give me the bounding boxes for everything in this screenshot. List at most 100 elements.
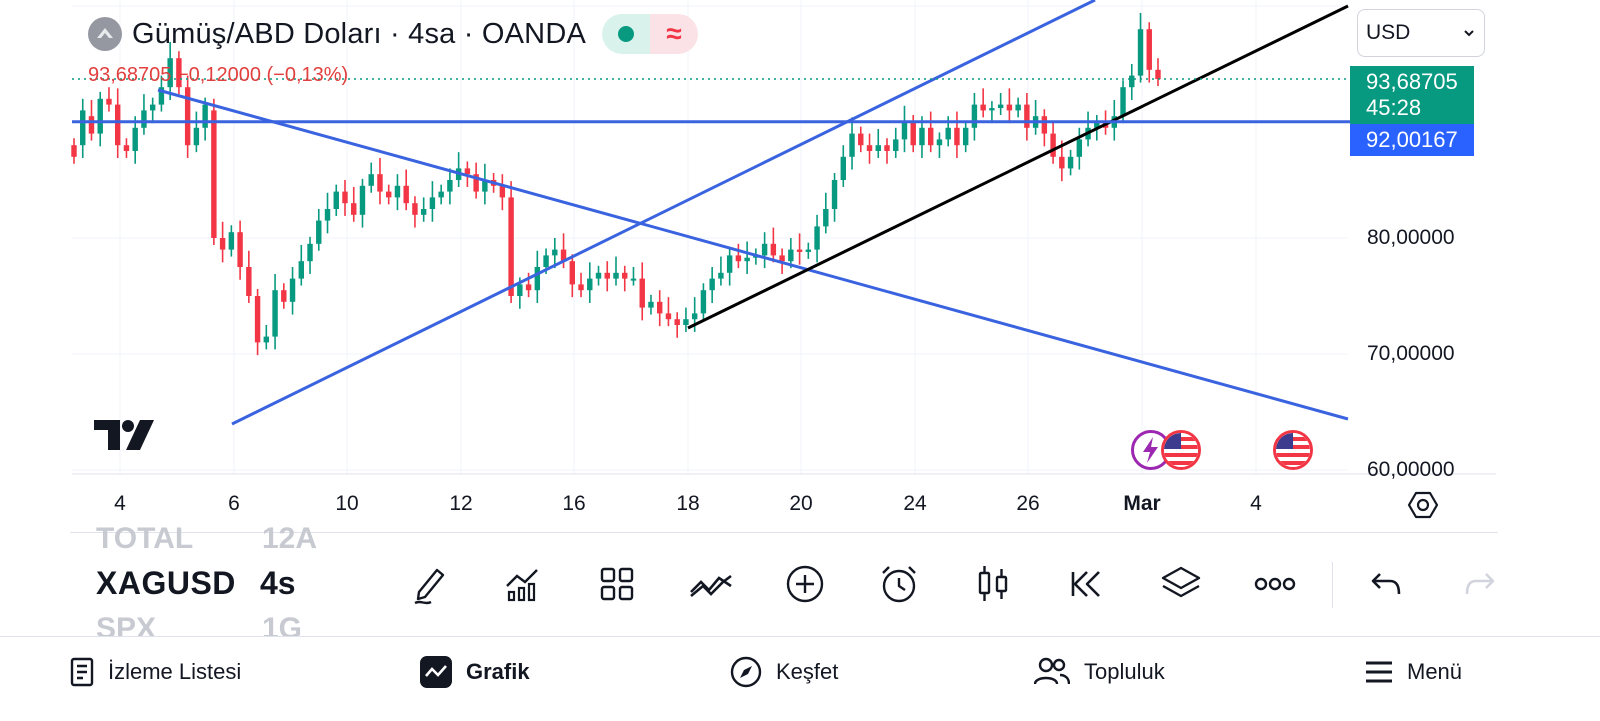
us-flag-event-icon[interactable] xyxy=(1273,430,1313,470)
price-chart[interactable] xyxy=(0,0,1600,540)
candle-body xyxy=(132,127,138,151)
ghost-tf-above: 12A xyxy=(262,522,318,555)
nav-menu[interactable]: Menü xyxy=(1365,637,1462,707)
replay-button[interactable] xyxy=(1063,560,1111,608)
candle-body xyxy=(1015,104,1021,111)
candle-body xyxy=(517,284,523,296)
candle-body xyxy=(805,249,812,252)
chevron-down-icon xyxy=(1464,30,1474,37)
x-tick: 10 xyxy=(335,492,359,515)
status-pill[interactable]: ≈ xyxy=(602,14,698,54)
candle-body xyxy=(1129,75,1135,88)
symbol-header[interactable]: Gümüş/ABD Doları · 4sa · OANDA ≈ xyxy=(88,14,698,54)
y-tick: 70,00000 xyxy=(1367,342,1455,365)
add-button[interactable] xyxy=(781,560,829,608)
indicators-button[interactable] xyxy=(499,560,547,608)
candle-body xyxy=(761,243,768,256)
candle-body xyxy=(193,127,200,146)
y-tick: 80,00000 xyxy=(1367,226,1455,249)
candle-body xyxy=(307,243,313,262)
candle-body xyxy=(962,127,969,146)
upper-channel-line xyxy=(231,0,1096,426)
chart-settings-icon[interactable] xyxy=(1406,488,1440,522)
candle-body xyxy=(796,249,803,252)
candle-body xyxy=(989,108,995,111)
candle-body xyxy=(534,267,541,291)
chart-area[interactable]: Gümüş/ABD Doları · 4sa · OANDA ≈ 93,6870… xyxy=(0,0,1600,540)
candle-body xyxy=(333,191,339,209)
tradingview-logo-icon xyxy=(94,420,154,450)
x-tick: Mar xyxy=(1123,492,1161,515)
alert-button[interactable] xyxy=(875,560,923,608)
price-change: 93,68705 −0,12000 (−0,13%) xyxy=(88,64,349,86)
nav-community-label: Topluluk xyxy=(1084,659,1165,684)
layouts-button[interactable] xyxy=(593,560,641,608)
descending-line xyxy=(157,88,1349,421)
candle-body xyxy=(726,255,733,273)
nav-chart-label: Grafik xyxy=(466,659,530,684)
candle-body xyxy=(700,290,707,314)
candle-body xyxy=(630,278,637,281)
support-line xyxy=(687,4,1349,330)
candle-body xyxy=(228,232,235,250)
candle-body xyxy=(184,87,191,146)
candle-body xyxy=(1155,69,1161,80)
candle-body xyxy=(1146,29,1152,70)
candle-body xyxy=(123,145,130,151)
candle-body xyxy=(368,174,374,186)
candle-body xyxy=(604,272,610,279)
candle-body xyxy=(473,174,479,192)
timeframe-picker[interactable]: 4s xyxy=(260,565,296,601)
nav-chart[interactable]: Grafik xyxy=(420,637,530,707)
candle-body xyxy=(954,127,960,146)
people-icon xyxy=(1034,657,1070,685)
candle-body xyxy=(403,185,409,204)
candle-body xyxy=(814,226,820,250)
candle-body xyxy=(447,180,453,192)
candle-body xyxy=(359,185,366,215)
candle-body xyxy=(779,255,785,262)
candle-body xyxy=(342,191,348,204)
undo-button[interactable] xyxy=(1362,560,1410,608)
redo-icon xyxy=(1465,573,1495,595)
nav-explore[interactable]: Keşfet xyxy=(730,637,838,707)
silver-logo-icon xyxy=(88,17,122,51)
candle-body xyxy=(1024,104,1030,128)
redo-button[interactable] xyxy=(1456,560,1504,608)
candle-body xyxy=(858,133,864,146)
us-flag-event-icon[interactable] xyxy=(1161,430,1201,470)
bar-countdown: 45:28 xyxy=(1366,95,1422,120)
candle-body xyxy=(770,243,777,256)
candle-body xyxy=(665,313,672,320)
candle-body xyxy=(884,145,890,151)
candle-body xyxy=(211,110,217,238)
candle-body xyxy=(919,127,925,146)
chart-icon xyxy=(420,656,452,688)
compare-button[interactable] xyxy=(687,560,735,608)
candle-body xyxy=(281,290,287,302)
object-tree-button[interactable] xyxy=(1157,560,1205,608)
chart-type-button[interactable] xyxy=(969,560,1017,608)
symbol-picker[interactable]: XAGUSD xyxy=(96,565,236,601)
candle-body xyxy=(482,180,488,192)
nav-community[interactable]: Topluluk xyxy=(1034,637,1165,707)
last-price-value: 93,68705 xyxy=(1366,69,1458,94)
candle-body xyxy=(420,209,427,215)
candle-body xyxy=(569,261,576,285)
candle-body xyxy=(560,249,567,262)
candle-body xyxy=(552,249,558,256)
nav-watchlist[interactable]: İzleme Listesi xyxy=(70,637,241,707)
candle-body xyxy=(823,209,829,227)
candle-body xyxy=(429,197,436,209)
candle-body xyxy=(508,197,514,296)
y-tick: 60,00000 xyxy=(1367,458,1455,481)
symbol-title: Gümüş/ABD Doları · 4sa · OANDA xyxy=(132,17,586,50)
draw-tool-button[interactable] xyxy=(405,560,453,608)
candle-body xyxy=(1120,87,1126,117)
nav-watchlist-label: İzleme Listesi xyxy=(108,659,242,684)
candle-body xyxy=(718,272,724,279)
more-button[interactable] xyxy=(1251,560,1299,608)
currency-select[interactable]: USD xyxy=(1357,9,1485,57)
candle-body xyxy=(866,145,873,151)
candle-body xyxy=(980,104,986,111)
